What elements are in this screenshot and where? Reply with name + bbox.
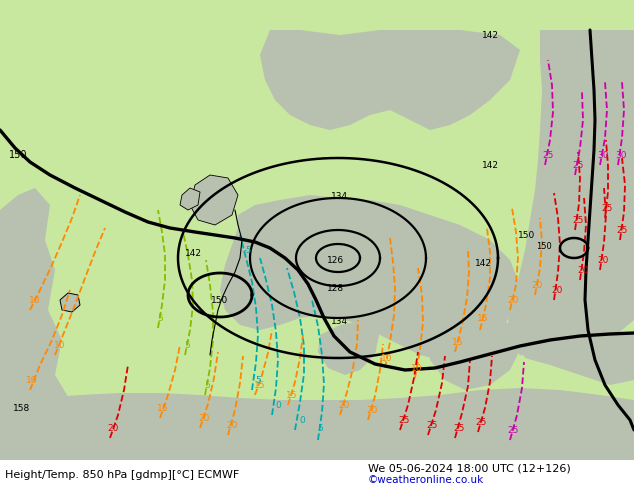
Text: 5: 5 <box>184 341 190 349</box>
Text: 5: 5 <box>157 314 163 322</box>
Polygon shape <box>180 188 200 210</box>
Text: 20: 20 <box>507 295 519 304</box>
Polygon shape <box>428 305 520 390</box>
Text: 20: 20 <box>198 414 210 422</box>
Text: 150: 150 <box>9 150 27 160</box>
Text: 142: 142 <box>481 161 498 170</box>
Polygon shape <box>505 30 634 360</box>
Text: 150: 150 <box>519 230 536 240</box>
Polygon shape <box>190 175 238 225</box>
Text: 20: 20 <box>531 280 543 290</box>
Text: 0: 0 <box>299 416 305 424</box>
Text: 142: 142 <box>474 259 491 268</box>
Text: 15: 15 <box>477 314 489 322</box>
Text: 25: 25 <box>616 225 628 235</box>
Text: 5: 5 <box>204 381 210 390</box>
Text: 0: 0 <box>275 400 281 410</box>
Text: 20: 20 <box>597 255 609 265</box>
Text: 15: 15 <box>286 391 298 399</box>
Text: 134: 134 <box>332 192 349 200</box>
Text: 5: 5 <box>255 375 261 385</box>
Text: 30: 30 <box>615 150 627 160</box>
Text: 20: 20 <box>339 400 350 410</box>
Text: Height/Temp. 850 hPa [gdmp][°C] ECMWF: Height/Temp. 850 hPa [gdmp][°C] ECMWF <box>5 470 239 480</box>
Text: 25: 25 <box>426 420 437 430</box>
Polygon shape <box>0 388 634 460</box>
Text: -5: -5 <box>244 245 252 254</box>
Bar <box>0 460 634 490</box>
Text: 25: 25 <box>573 216 584 224</box>
Polygon shape <box>520 328 634 385</box>
Text: 5: 5 <box>317 423 323 433</box>
Text: 25: 25 <box>573 161 584 170</box>
Polygon shape <box>0 30 70 430</box>
Text: 10: 10 <box>381 353 392 363</box>
Text: 10: 10 <box>55 341 66 349</box>
Text: 20: 20 <box>226 420 238 430</box>
Text: 25: 25 <box>601 203 612 213</box>
Text: 25: 25 <box>398 416 410 424</box>
Text: 25: 25 <box>476 417 487 426</box>
Text: 30: 30 <box>597 150 609 160</box>
Text: 128: 128 <box>327 284 344 293</box>
Text: 25: 25 <box>453 423 465 433</box>
Text: 142: 142 <box>481 30 498 40</box>
Polygon shape <box>318 320 380 375</box>
Polygon shape <box>60 293 80 312</box>
Text: 15: 15 <box>157 403 169 413</box>
Text: 158: 158 <box>13 403 30 413</box>
Text: 10: 10 <box>29 295 41 304</box>
Text: We 05-06-2024 18:00 UTC (12+126): We 05-06-2024 18:00 UTC (12+126) <box>368 463 571 473</box>
Text: 20: 20 <box>578 266 589 274</box>
Text: 134: 134 <box>332 317 349 325</box>
Polygon shape <box>260 30 520 130</box>
Text: 25: 25 <box>542 150 553 160</box>
Text: 142: 142 <box>184 248 202 258</box>
Text: 20: 20 <box>107 423 119 433</box>
Text: 10: 10 <box>26 375 38 385</box>
Text: 20: 20 <box>366 406 378 415</box>
Text: 25: 25 <box>507 425 519 435</box>
Text: 10: 10 <box>411 364 423 372</box>
Text: ©weatheronline.co.uk: ©weatheronline.co.uk <box>368 475 484 485</box>
Text: 15: 15 <box>452 338 463 346</box>
Text: 15: 15 <box>254 381 266 390</box>
Text: 150: 150 <box>211 295 229 304</box>
Text: 20: 20 <box>552 286 563 294</box>
Text: 126: 126 <box>327 255 344 265</box>
Text: 150: 150 <box>536 242 552 250</box>
Polygon shape <box>220 195 520 360</box>
